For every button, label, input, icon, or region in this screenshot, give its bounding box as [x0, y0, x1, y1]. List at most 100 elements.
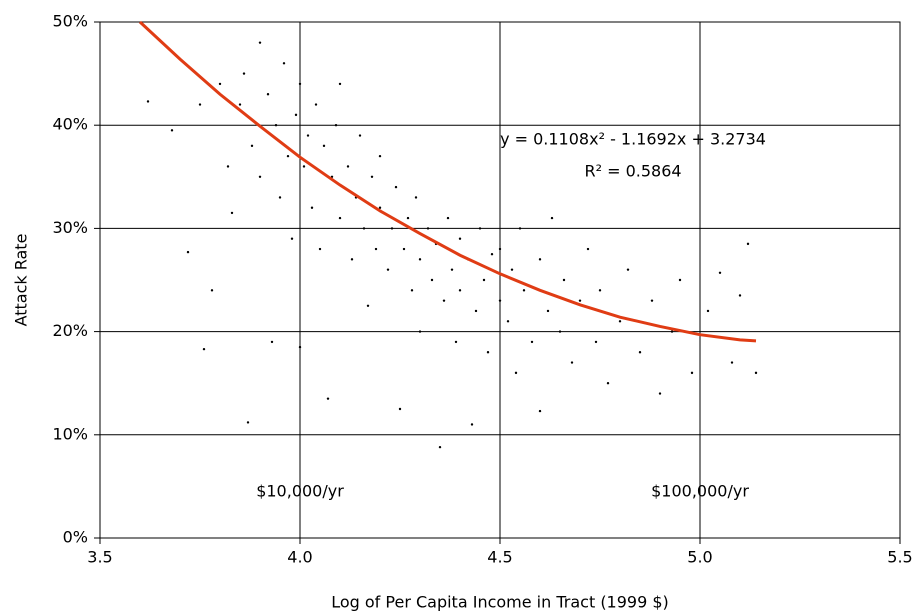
point	[546, 309, 550, 313]
point	[498, 247, 502, 251]
point	[146, 100, 150, 103]
point	[678, 278, 682, 282]
point	[278, 196, 282, 199]
point	[514, 371, 518, 375]
point	[334, 124, 338, 127]
point	[430, 278, 434, 282]
point	[386, 268, 390, 271]
point	[454, 340, 458, 344]
point	[718, 271, 722, 274]
point	[522, 289, 526, 292]
point	[738, 294, 742, 297]
point	[706, 309, 710, 313]
annotation: $100,000/yr	[651, 482, 749, 501]
point	[538, 258, 542, 261]
point	[578, 299, 582, 302]
point	[606, 382, 610, 385]
point	[570, 361, 574, 364]
point	[250, 144, 254, 148]
x-tick-label: 4.0	[287, 548, 312, 567]
point	[450, 268, 454, 271]
y-tick-label: 20%	[52, 321, 88, 340]
point	[746, 242, 750, 246]
point	[538, 409, 542, 413]
point	[586, 247, 590, 251]
point	[258, 175, 262, 178]
point	[550, 216, 554, 220]
point	[210, 289, 214, 292]
point	[226, 165, 230, 168]
point	[374, 247, 378, 251]
point	[218, 82, 222, 86]
annotation: R² = 0.5864	[584, 162, 681, 181]
point	[362, 227, 366, 230]
point	[754, 371, 758, 375]
y-tick-label: 50%	[52, 12, 88, 31]
point	[658, 392, 662, 395]
point	[446, 216, 450, 220]
point	[618, 320, 622, 323]
point	[470, 423, 474, 426]
point	[406, 216, 410, 220]
point	[558, 330, 562, 333]
point	[306, 134, 310, 137]
point	[246, 421, 250, 424]
x-tick-label: 5.5	[887, 548, 912, 567]
point	[338, 82, 342, 86]
point	[670, 330, 674, 333]
point	[638, 351, 642, 354]
point	[474, 309, 478, 313]
point	[238, 103, 242, 106]
point	[338, 216, 342, 220]
point	[186, 250, 190, 254]
point	[490, 253, 494, 256]
point	[478, 227, 482, 230]
point	[426, 227, 430, 230]
point	[390, 227, 394, 230]
trendline	[138, 20, 757, 343]
point	[518, 227, 522, 230]
point	[270, 340, 274, 344]
point	[310, 206, 314, 209]
point	[442, 299, 446, 302]
point	[170, 129, 174, 132]
y-tick-label: 0%	[63, 528, 88, 547]
point	[418, 330, 422, 333]
x-axis-label: Log of Per Capita Income in Tract (1999 …	[331, 593, 669, 612]
point	[302, 165, 306, 168]
point	[378, 154, 382, 158]
point	[626, 268, 630, 271]
point	[322, 144, 326, 148]
point	[282, 62, 286, 65]
point	[366, 304, 370, 307]
x-tick-label: 4.5	[487, 548, 512, 567]
point	[274, 124, 278, 127]
point	[562, 278, 566, 282]
point	[326, 397, 330, 400]
point	[458, 237, 462, 240]
y-tick-label: 30%	[52, 218, 88, 237]
point	[730, 361, 734, 364]
point	[298, 345, 302, 349]
point	[410, 289, 414, 292]
point	[294, 113, 298, 117]
point	[286, 154, 290, 158]
point	[266, 93, 270, 96]
point	[258, 41, 262, 44]
point	[506, 320, 510, 323]
y-tick-label: 10%	[52, 424, 88, 443]
point	[598, 289, 602, 292]
point	[458, 289, 462, 292]
point	[346, 165, 350, 168]
point	[318, 247, 322, 251]
point	[398, 407, 402, 411]
point	[350, 258, 354, 261]
point	[230, 211, 234, 215]
point	[298, 82, 302, 86]
point	[414, 196, 418, 199]
point	[530, 340, 534, 344]
point	[650, 299, 654, 302]
point	[438, 445, 442, 449]
point	[510, 268, 514, 271]
